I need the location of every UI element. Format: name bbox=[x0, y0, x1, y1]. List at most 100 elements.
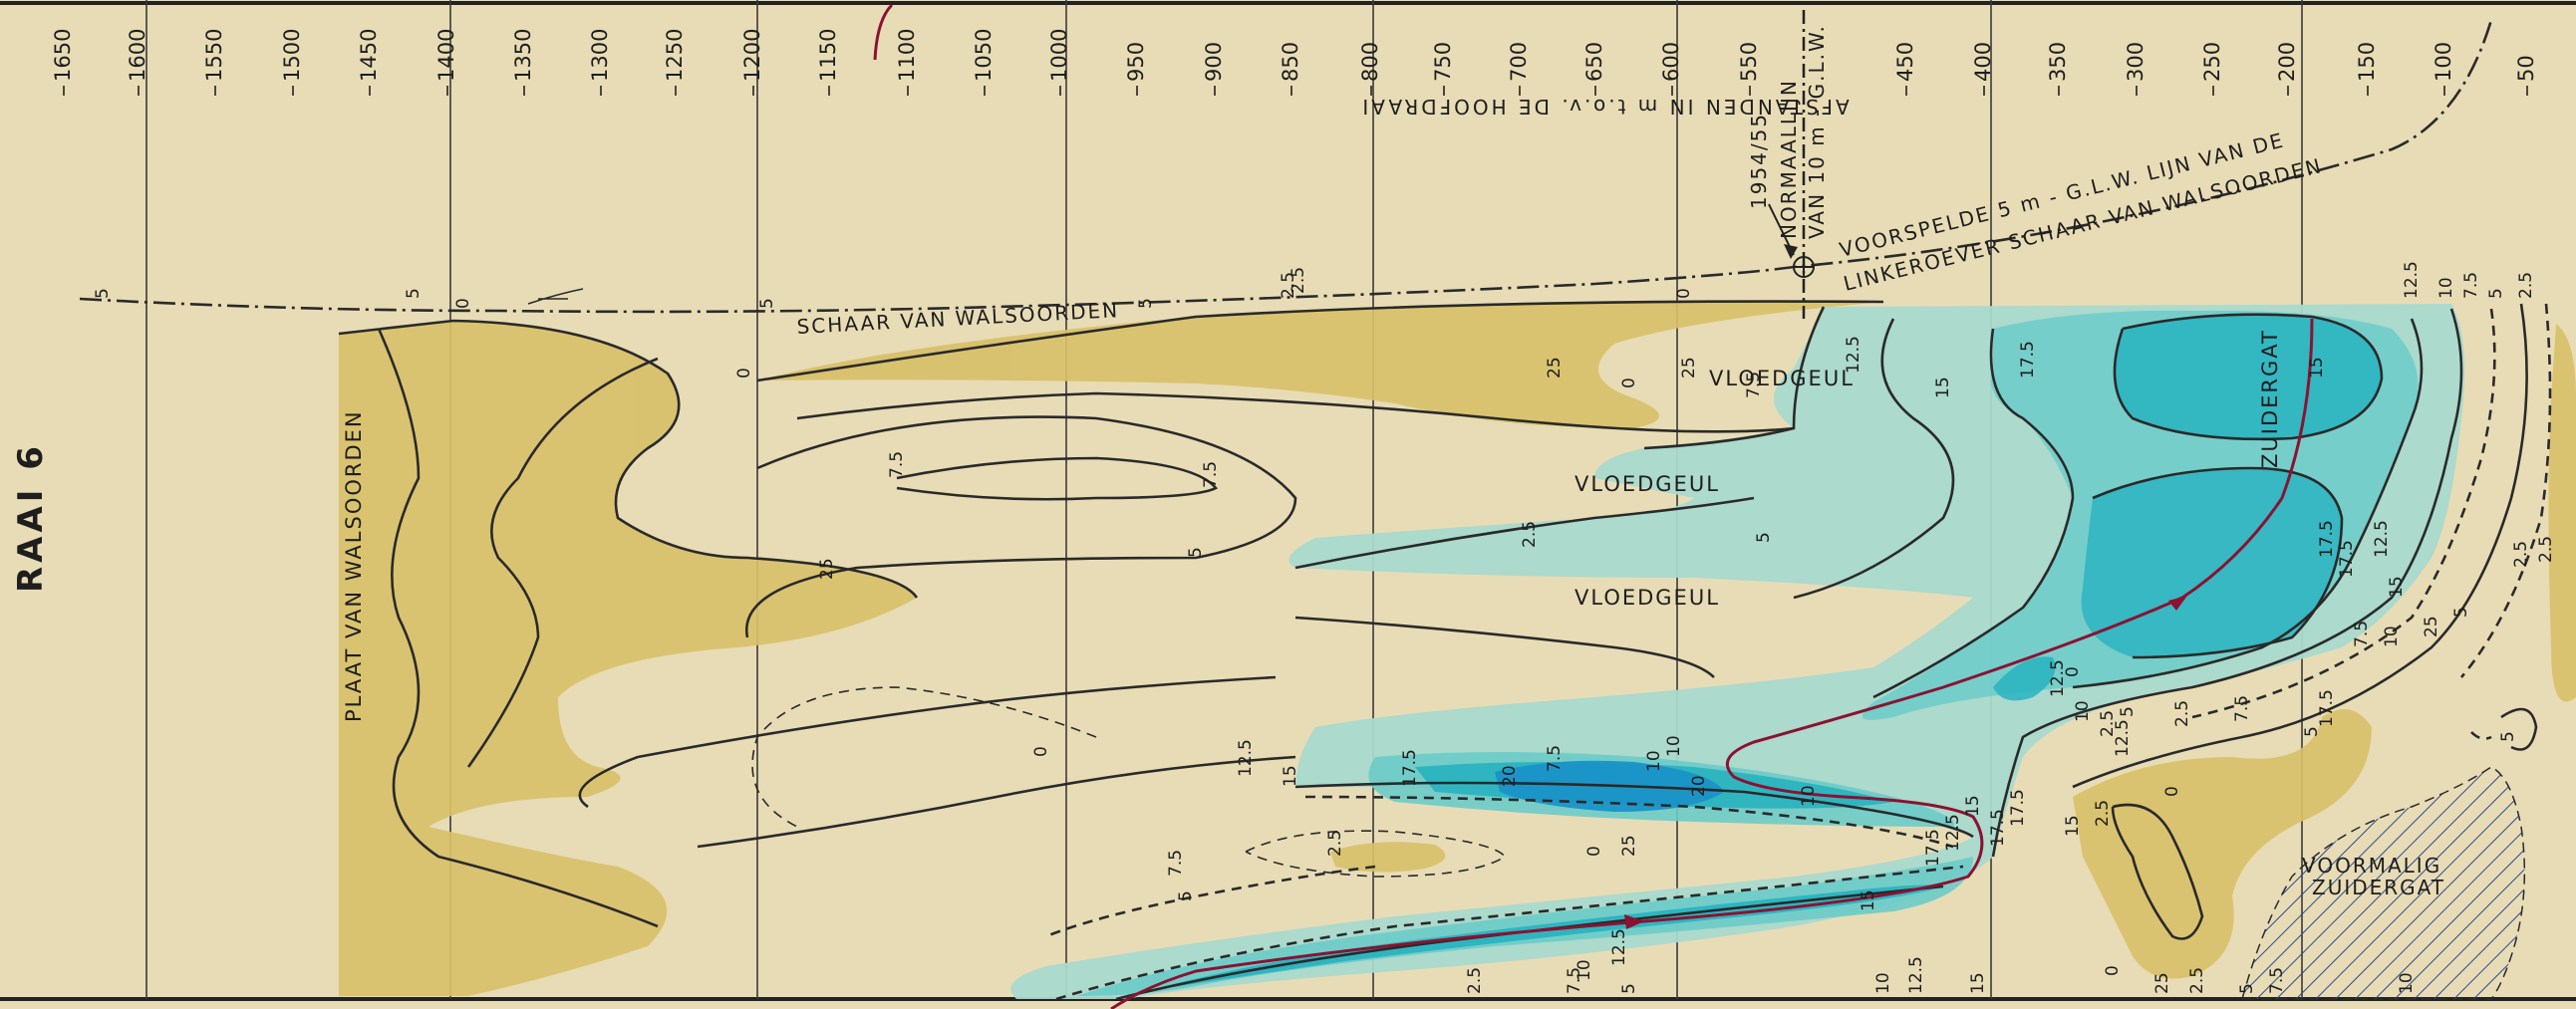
distance-tick-label: 1250 bbox=[663, 29, 687, 82]
distance-tick-label: 850 bbox=[1279, 42, 1302, 82]
depth-label: 2.5 bbox=[1520, 521, 1540, 548]
distance-tick-label: 1450 bbox=[357, 29, 381, 82]
distance-tick-label: 950 bbox=[1124, 42, 1148, 82]
depth-label: 7.5 bbox=[2461, 272, 2481, 299]
depth-label: 10 bbox=[2397, 972, 2417, 994]
depth-label: 0 bbox=[2162, 786, 2182, 797]
depth-label: 12.5 bbox=[1844, 336, 1863, 374]
depth-label: 7.5 bbox=[2232, 695, 2252, 722]
distance-tick-label: 550 bbox=[1737, 42, 1761, 82]
depth-label: 15 bbox=[1963, 795, 1983, 817]
depth-label: 17.5 bbox=[1400, 749, 1420, 787]
distance-tick-label: 700 bbox=[1507, 42, 1531, 82]
depth-label: 12.5 bbox=[2048, 659, 2068, 697]
depth-label: 0 bbox=[1031, 746, 1051, 757]
depth-label: 17.5 bbox=[1988, 809, 2008, 847]
depth-label: 10 bbox=[2073, 700, 2093, 722]
depth-label: 5 bbox=[93, 288, 113, 299]
distance-tick-label: 400 bbox=[1971, 42, 1995, 82]
depth-label: 12.5 bbox=[1943, 814, 1963, 852]
depth-label: 7.5 bbox=[1201, 461, 1221, 488]
depth-label: 25 bbox=[1545, 357, 1565, 378]
voormalig-label-2: ZUIDERGAT bbox=[2312, 876, 2445, 899]
depth-label: 25 bbox=[2422, 616, 2441, 637]
year-label: 1954/55 bbox=[1747, 113, 1771, 209]
depth-label: 7.5 bbox=[2352, 621, 2372, 647]
depth-label: 2.5 bbox=[2098, 710, 2118, 737]
normaallijn-label: NORMAALLIJN bbox=[1777, 79, 1801, 239]
distance-tick-label: 1500 bbox=[280, 29, 304, 82]
depth-label: 17.5 bbox=[2337, 540, 2357, 578]
plaat-label: PLAAT VAN WALSOORDEN bbox=[342, 409, 366, 722]
depth-label: 2.5 bbox=[2093, 800, 2113, 827]
distance-tick-label: 750 bbox=[1431, 42, 1455, 82]
depth-label: 0 bbox=[1619, 378, 1639, 388]
depth-label: 5 bbox=[1186, 547, 1206, 558]
distance-tick-label: 50 bbox=[2514, 55, 2538, 82]
depth-label: 17.5 bbox=[2317, 520, 2337, 558]
depth-label: 10 bbox=[1644, 750, 1664, 772]
depth-label: 15 bbox=[1933, 377, 1953, 398]
depth-label: 5 bbox=[1619, 983, 1639, 994]
distance-tick-label: 1200 bbox=[740, 29, 764, 82]
depth-label: 15 bbox=[1968, 972, 1988, 994]
depth-label: 2.5 bbox=[2536, 536, 2556, 563]
distance-tick-label: 150 bbox=[2355, 42, 2379, 82]
distance-tick-label: 300 bbox=[2124, 42, 2147, 82]
depth-label: 5 bbox=[2451, 607, 2471, 618]
depth-label: 12.5 bbox=[1609, 928, 1629, 966]
distance-tick-label: 1050 bbox=[972, 29, 996, 82]
vloedgeul-label-2: VLOEDGEUL bbox=[1574, 472, 1720, 496]
distance-tick-label: 350 bbox=[2046, 42, 2070, 82]
depth-label: 5 bbox=[757, 298, 777, 309]
distance-tick-label: 800 bbox=[1358, 42, 1382, 82]
depth-label: 5 bbox=[2498, 731, 2518, 742]
depth-label: 25 bbox=[817, 558, 837, 580]
depth-label: 17.5 bbox=[2018, 341, 2038, 378]
depth-label: 7.5 bbox=[2267, 967, 2287, 994]
depth-label: 15 bbox=[2063, 815, 2083, 837]
distance-tick-label: 1400 bbox=[434, 29, 458, 82]
depth-label: 7.5 bbox=[887, 451, 907, 478]
depth-label: 10 bbox=[2382, 626, 2402, 647]
distance-tick-label: 1550 bbox=[202, 29, 226, 82]
depth-label: 0 bbox=[2103, 965, 2123, 976]
depth-label: 17.5 bbox=[2317, 689, 2337, 727]
depth-label: 17.5 bbox=[1923, 829, 1943, 867]
depth-label: 15 bbox=[1281, 765, 1300, 787]
distance-tick-label: 1600 bbox=[126, 29, 149, 82]
depth-label: 2.5 bbox=[2187, 967, 2207, 994]
distance-tick-label: 450 bbox=[1893, 42, 1917, 82]
depth-label: 2.5 bbox=[1465, 967, 1485, 994]
distance-tick-label: 1150 bbox=[816, 29, 840, 82]
depth-label: 25 bbox=[2152, 972, 2172, 994]
depth-label: 15 bbox=[2387, 576, 2407, 598]
depth-label: 5 bbox=[2486, 288, 2506, 299]
depth-label: 7.5 bbox=[1744, 372, 1764, 398]
distance-tick-label: 1100 bbox=[895, 29, 919, 82]
depth-label: 10 bbox=[1799, 785, 1819, 807]
distance-tick-label: 1300 bbox=[588, 29, 612, 82]
depth-label: 17.5 bbox=[2008, 789, 2028, 827]
distance-tick-label: 250 bbox=[2200, 42, 2224, 82]
depth-label: 2.5 bbox=[1325, 830, 1345, 857]
depth-label: 12.5 bbox=[2372, 520, 2392, 558]
normaallijn-sub-label: VAN 10 m - G.L.W. bbox=[1805, 24, 1829, 239]
depth-label: 7.5 bbox=[1166, 850, 1186, 877]
vloedgeul-label-1: VLOEDGEUL bbox=[1709, 367, 1855, 390]
depth-label: 20 bbox=[1689, 775, 1709, 797]
depth-label: 5 bbox=[404, 288, 424, 299]
section-title: RAAI 6 bbox=[11, 442, 51, 593]
distance-tick-label: 600 bbox=[1659, 42, 1683, 82]
distance-tick-label: 1650 bbox=[51, 29, 75, 82]
depth-label: 25 bbox=[1619, 835, 1639, 857]
depth-label: 7.5 bbox=[1545, 745, 1565, 772]
depth-label: 10 bbox=[1873, 972, 1893, 994]
depth-label: 0 bbox=[1584, 846, 1604, 857]
depth-label: 10 bbox=[1664, 735, 1684, 757]
distance-tick-label: 650 bbox=[1582, 42, 1606, 82]
distance-tick-label: 1000 bbox=[1047, 29, 1071, 82]
distance-tick-label: 200 bbox=[2275, 42, 2299, 82]
depth-label: 5 bbox=[1176, 890, 1196, 901]
